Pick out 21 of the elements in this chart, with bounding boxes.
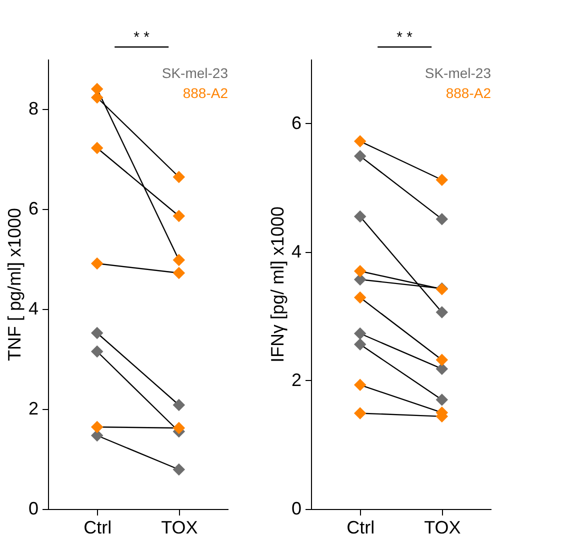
y-tick-label: 0 [291,498,302,518]
y-tick-label: 2 [291,370,302,390]
y-tick-label: 6 [291,112,302,133]
y-tick-label: 4 [28,298,38,318]
text: * * [396,29,413,46]
text: SK-mel-23 [424,65,492,81]
y-tick-label: 2 [28,398,38,418]
x-tick-label: Ctrl [84,518,112,538]
y-axis-title: IFNγ [pg/ ml] x1000 [267,206,288,363]
y-tick-label: 0 [28,498,38,518]
text: 888-A2 [182,85,228,101]
text: * * [134,29,150,46]
text: SK-mel-23 [162,65,228,81]
y-tick-label: 4 [291,241,302,262]
x-tick-label: TOX [161,518,198,538]
x-tick-label: TOX [424,518,461,538]
y-axis-title: TNF [ pg/ml] x1000 [4,208,24,362]
y-tick-label: 6 [28,198,38,218]
text: 888-A2 [446,85,492,101]
y-tick-label: 8 [28,98,38,118]
x-tick-label: Ctrl [346,518,375,538]
